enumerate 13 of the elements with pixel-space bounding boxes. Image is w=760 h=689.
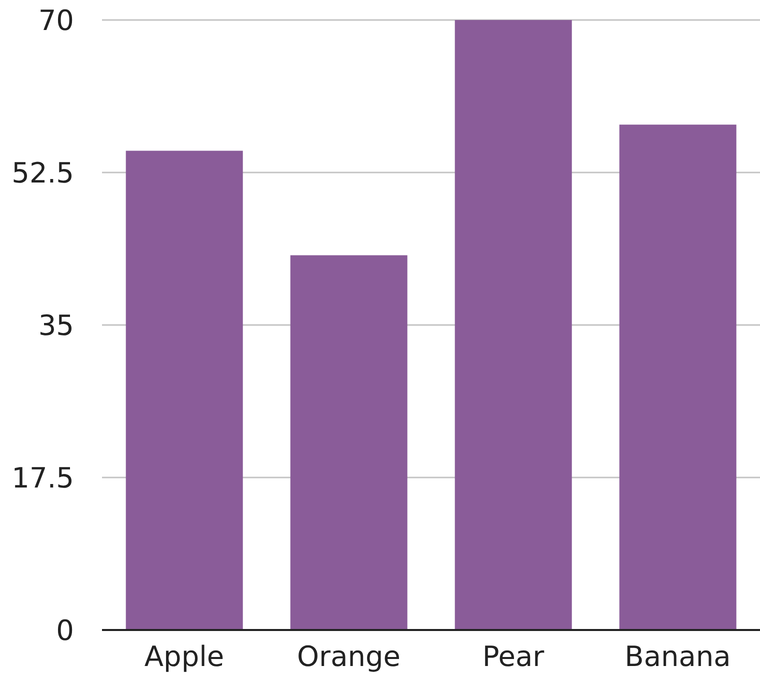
x-tick-label: Orange (297, 640, 400, 673)
y-tick-label: 0 (56, 614, 74, 647)
y-tick-label: 52.5 (12, 156, 74, 190)
bar (126, 150, 243, 630)
x-tick-label: Pear (482, 640, 545, 673)
x-tick-label: Apple (144, 640, 224, 673)
y-tick-label: 35 (38, 308, 74, 342)
bar (290, 255, 408, 630)
bar (454, 20, 572, 630)
y-tick-label: 17.5 (12, 461, 74, 494)
bar (619, 124, 736, 630)
x-tick-label: Banana (624, 640, 731, 673)
y-tick-label: 70 (38, 4, 74, 37)
